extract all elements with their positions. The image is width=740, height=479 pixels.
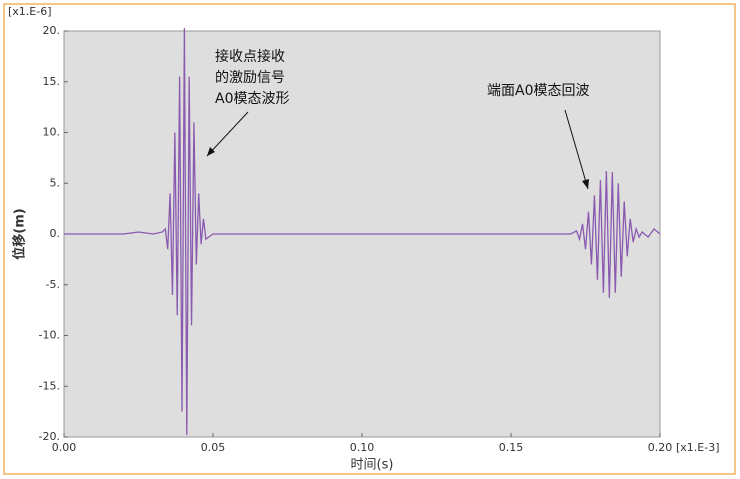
y-tick-label: 15. (43, 75, 61, 88)
y-tick-label: 10. (43, 126, 61, 139)
annotation-line: 接收点接收 (215, 48, 285, 65)
y-tick-label: 0. (50, 227, 61, 240)
arrow-head (582, 179, 589, 189)
annotation-line: 端面A0模态回波 (487, 83, 589, 99)
arrow-head (207, 147, 215, 156)
y-tick-label: -5. (46, 278, 60, 291)
arrow (564, 109, 589, 190)
x-tick-label: 0.10 (350, 441, 375, 454)
y-tick-label: 20. (43, 24, 61, 37)
y-tick-label: 5. (50, 176, 61, 189)
signal-line (64, 27, 661, 435)
y-tick-label: -10. (39, 329, 60, 342)
annotation-line: A0模态波形 (215, 91, 289, 107)
x-tick-label: 0.00 (52, 441, 77, 454)
y-tick-label: -20. (39, 430, 60, 443)
annotation-2: 端面A0模态回波 (487, 83, 589, 190)
y-tick-label: -15. (39, 379, 60, 392)
annotation-1: 接收点接收 的激励信号 A0模态波形 (206, 48, 289, 157)
arrow (206, 111, 249, 157)
x-axis-label: 时间(s) (351, 458, 394, 473)
x-tick-label: 0.15 (499, 441, 524, 454)
annotation-line: 的激励信号 (215, 69, 285, 86)
y-axis-label: 位移(m) (12, 208, 28, 259)
x-tick-label: 0.20 (648, 441, 673, 454)
y-multiplier: [x1.E-6] (8, 5, 52, 18)
x-multiplier: [x1.E-3] (676, 441, 720, 454)
x-tick-label: 0.05 (201, 441, 226, 454)
